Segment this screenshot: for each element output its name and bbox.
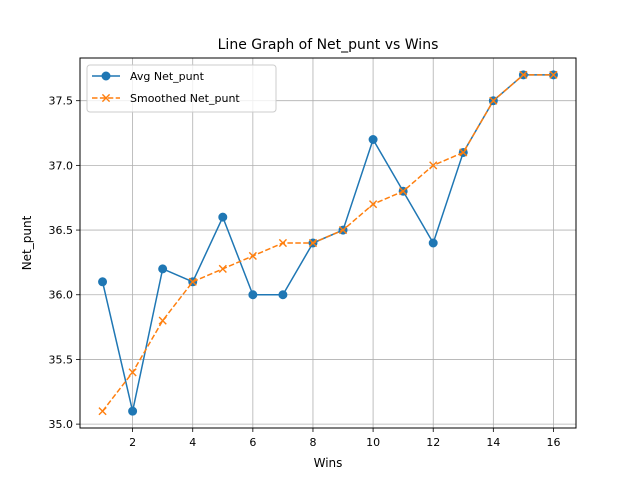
data-point-circle bbox=[278, 290, 288, 300]
y-tick-label: 35.5 bbox=[49, 353, 74, 366]
data-point-circle bbox=[158, 264, 168, 274]
y-tick-label: 37.0 bbox=[49, 159, 74, 172]
data-point-circle bbox=[368, 135, 378, 145]
legend: Avg Net_punt Smoothed Net_punt bbox=[86, 64, 277, 113]
series-2 bbox=[98, 70, 558, 416]
data-point-x bbox=[278, 238, 288, 248]
x-tick-label: 16 bbox=[546, 436, 560, 449]
series-line bbox=[101, 74, 554, 412]
x-tick-label: 12 bbox=[426, 436, 440, 449]
x-tick-label: 8 bbox=[309, 436, 316, 449]
legend-box bbox=[86, 64, 277, 113]
data-point-x bbox=[188, 277, 197, 286]
data-point-circle bbox=[128, 406, 138, 416]
x-tick-label: 2 bbox=[129, 436, 136, 449]
data-point-x bbox=[158, 316, 167, 325]
x-tick-label: 4 bbox=[189, 436, 196, 449]
data-point-x bbox=[459, 148, 468, 157]
data-point-x bbox=[338, 225, 348, 235]
plot-frame bbox=[79, 57, 577, 429]
data-point-circle bbox=[248, 290, 258, 300]
legend-marker-x bbox=[101, 93, 111, 103]
data-point-x bbox=[489, 96, 498, 105]
legend-marker-circle bbox=[101, 71, 111, 81]
legend-label: Avg Net_punt bbox=[130, 70, 205, 83]
x-tick-label: 10 bbox=[366, 436, 380, 449]
data-point-x bbox=[248, 251, 257, 261]
data-point-circle bbox=[428, 238, 438, 248]
y-tick-label: 35.0 bbox=[49, 418, 74, 431]
series-layer bbox=[98, 70, 558, 416]
data-point-x bbox=[98, 407, 107, 416]
ticks: 2 4 6 8 10 12 14 16 35.0 35.5 36.0 36.5 37.0 37.5 bbox=[49, 95, 561, 449]
grid-lines bbox=[80, 58, 576, 428]
data-point-x bbox=[218, 264, 227, 273]
chart-title: Line Graph of Net_punt vs Wins bbox=[218, 37, 439, 53]
data-point-x bbox=[399, 187, 408, 196]
data-point-circle bbox=[98, 277, 108, 287]
y-tick-label: 36.0 bbox=[49, 289, 74, 302]
data-point-x bbox=[368, 200, 378, 209]
data-point-circle bbox=[218, 212, 228, 222]
data-point-x bbox=[429, 161, 438, 170]
x-tick-label: 14 bbox=[486, 436, 500, 449]
x-tick-label: 6 bbox=[249, 436, 256, 449]
y-axis-label: Net_punt bbox=[20, 215, 34, 270]
legend-label: Smoothed Net_punt bbox=[130, 92, 240, 105]
y-tick-label: 37.5 bbox=[49, 95, 74, 108]
data-point-x bbox=[549, 70, 558, 79]
data-point-x bbox=[308, 238, 318, 248]
data-point-x bbox=[128, 368, 137, 377]
y-tick-label: 36.5 bbox=[49, 224, 74, 237]
x-axis-label: Wins bbox=[314, 456, 343, 470]
data-point-x bbox=[519, 70, 528, 79]
